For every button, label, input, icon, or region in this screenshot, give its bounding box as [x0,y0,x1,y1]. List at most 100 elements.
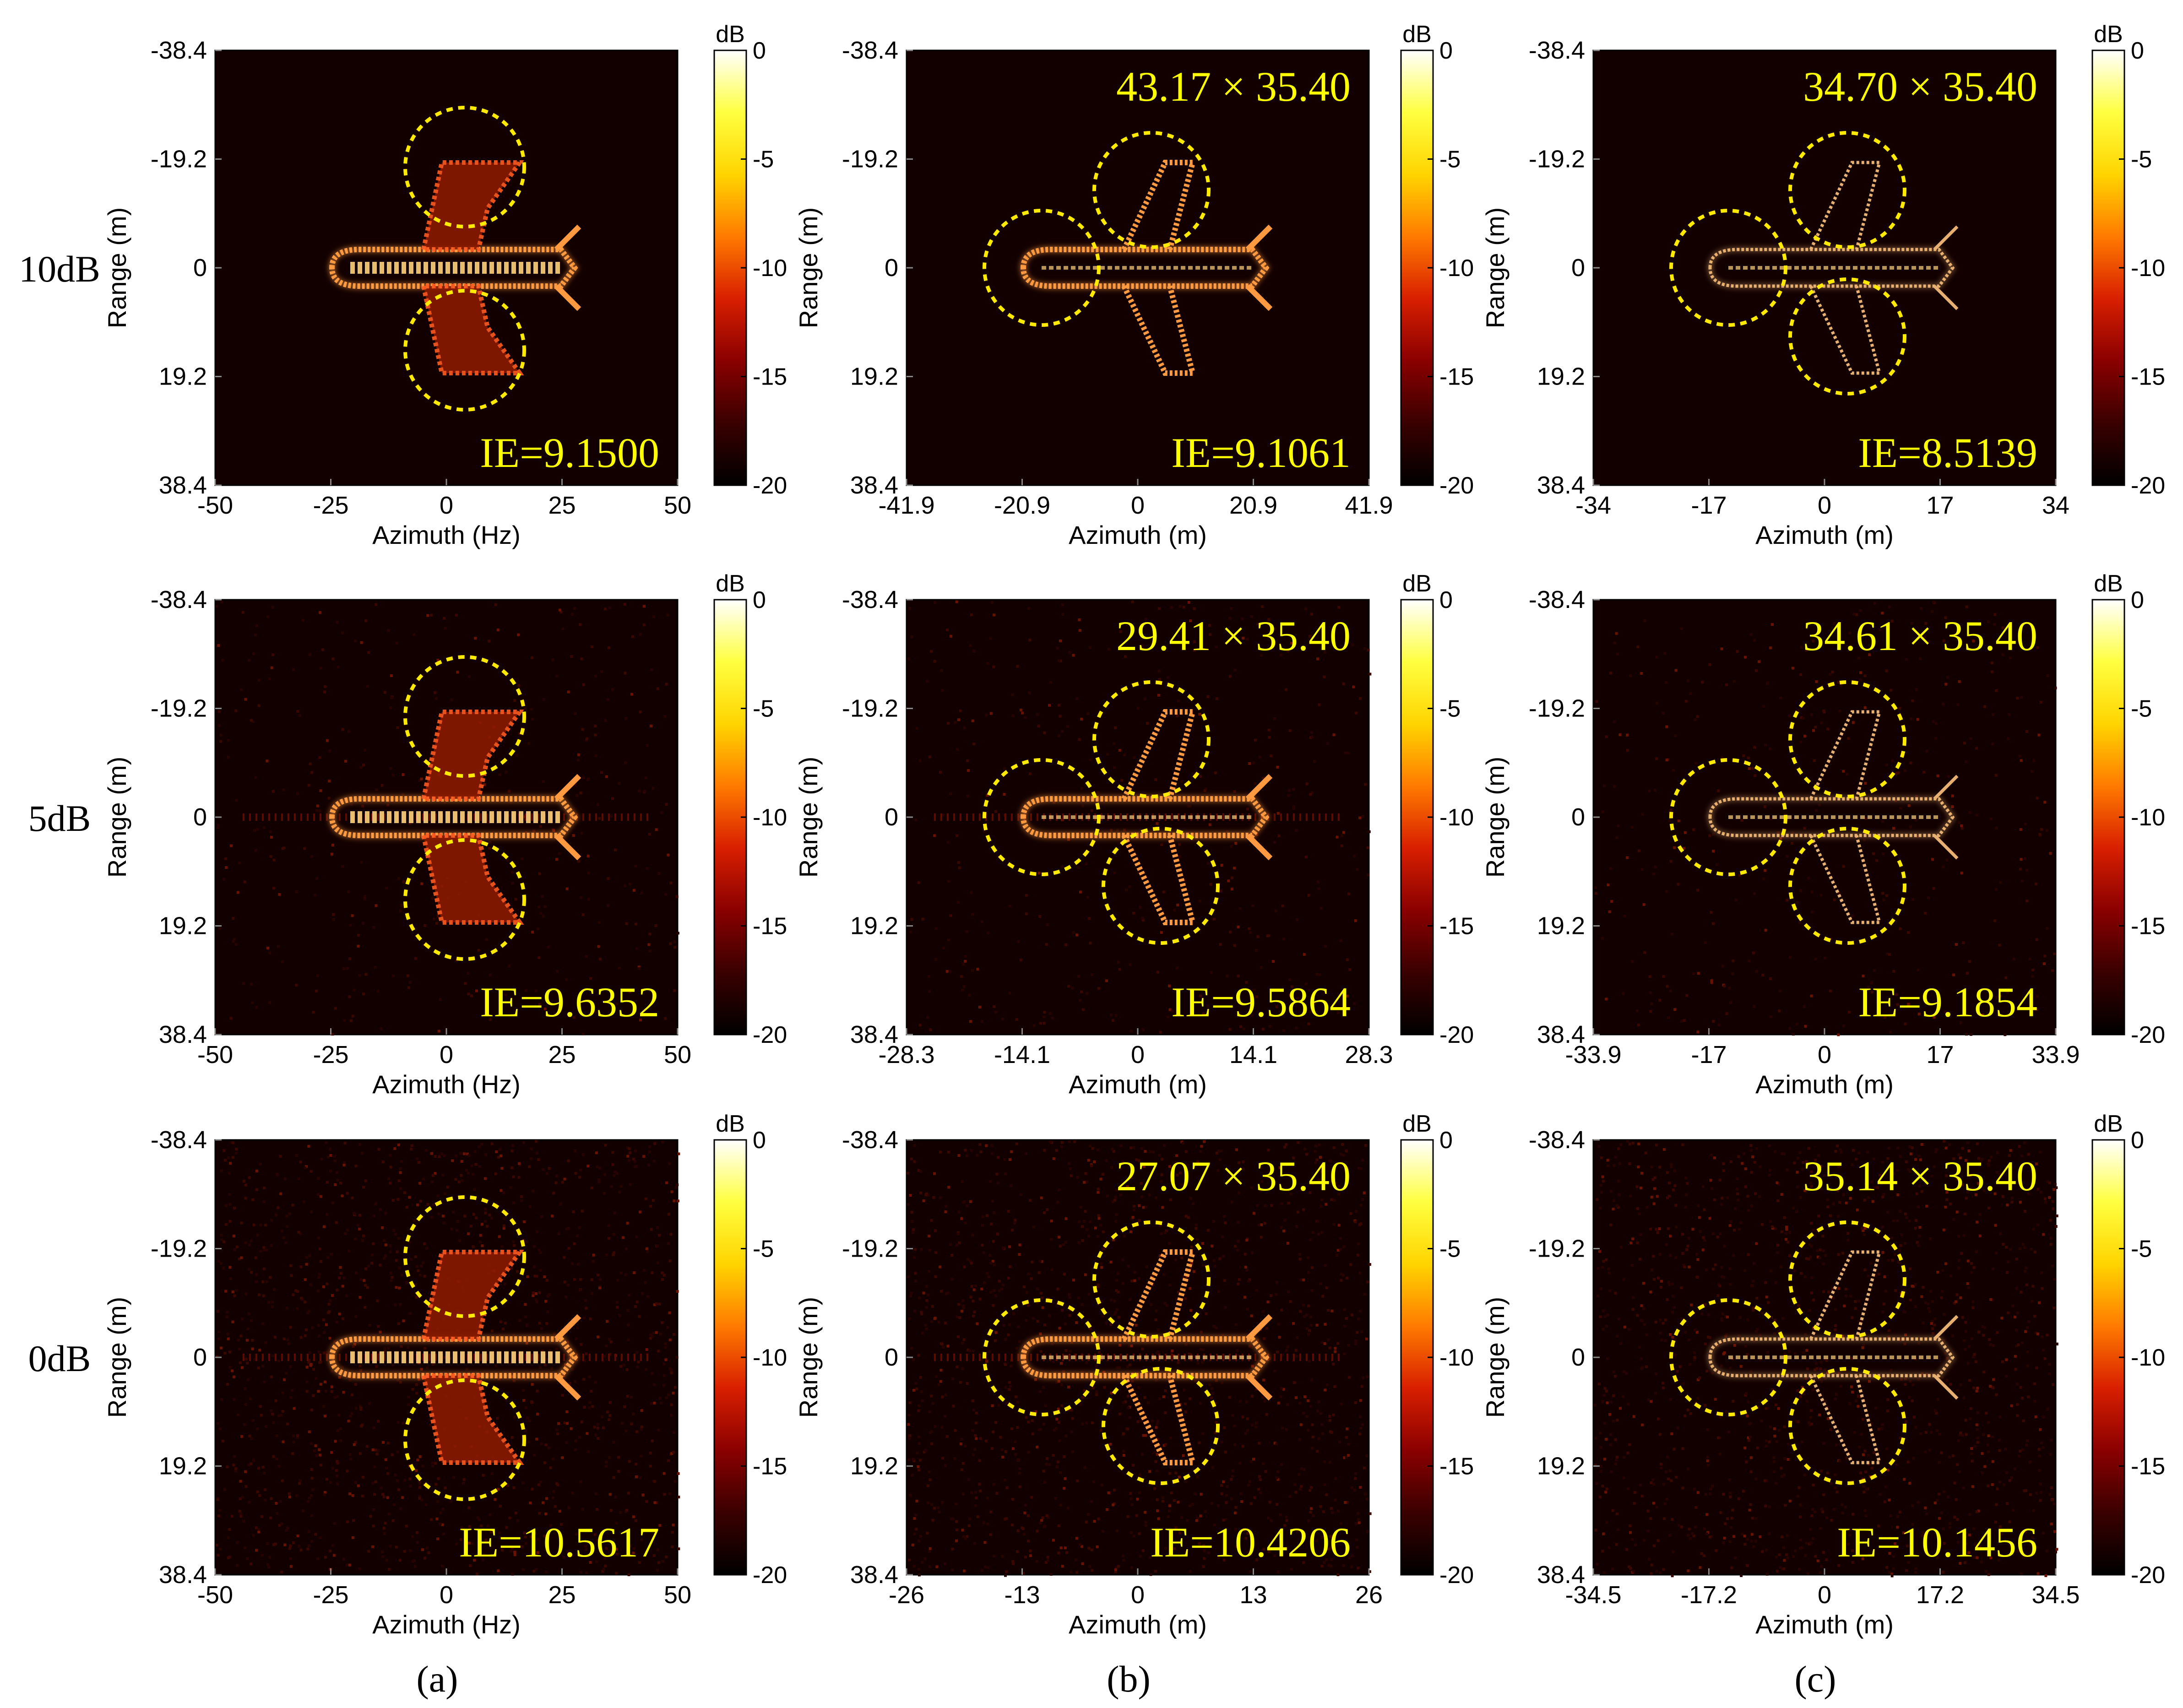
azimuth-tick-label: 17 [1926,492,1954,519]
azimuth-axis-label: Azimuth (m) [1755,1610,1894,1639]
range-tick-label: -19.2 [151,1235,207,1263]
azimuth-tick-label: -33.9 [1565,1041,1621,1068]
colorbar-tick-label: -20 [753,1562,787,1589]
azimuth-tick-label: 33.9 [2031,1041,2080,1068]
marker-circle [1669,758,1787,876]
plane-wing-lower [1809,1375,1882,1464]
azimuth-tick-label: -25 [313,1041,348,1068]
colorbar-tick-label: -10 [2131,804,2165,831]
plane-tail [554,224,581,311]
plane-tail [554,1314,581,1401]
panel-3-2: IE=10.4206 27.07 × 35.40 -38.4 -19.2 0 19.2 38… [794,1111,1474,1639]
azimuth-tick-label: 25 [548,1041,576,1068]
colorbar-tick-label: -5 [1439,146,1461,173]
marker-circle [403,1195,526,1318]
colorbar-unit: dB [1402,21,1432,48]
panel-3-3: IE=10.1456 35.14 × 35.40 -38.4 -19.2 0 19.2 38… [1481,1111,2165,1639]
colorbar-tick-label: -10 [2131,255,2165,282]
colorbar-tick-label: 0 [753,1127,766,1154]
range-tick-label: 38.4 [159,1561,207,1589]
plane-wing-lower [420,284,524,375]
airplane-target [1708,161,1959,375]
size-annotation: 35.14 × 35.40 [1803,1153,2037,1199]
azimuth-tick-label: -34 [1575,492,1611,519]
ie-annotation: IE=10.1456 [1837,1519,2037,1566]
range-tick-label: -19.2 [842,146,898,173]
plane-fuselage [1020,796,1270,838]
azimuth-tick-label: 20.9 [1229,492,1277,519]
airplane-target [329,160,581,375]
colorbar: dB 0 -5 -10 -15 -20 [713,1111,787,1589]
colorbar-unit: dB [1402,570,1432,597]
azimuth-axis-label: Azimuth (m) [1069,1610,1207,1639]
azimuth-tick-label: 0 [1818,492,1831,519]
azimuth-tick-label: 0 [440,1041,453,1068]
colorbar-tick-label: 0 [2131,587,2144,613]
plane-wing-upper [1809,1250,1882,1340]
airplane-target [329,710,581,925]
airplane-target [1020,160,1273,376]
azimuth-axis-label: Azimuth (m) [1755,521,1894,549]
ie-annotation: IE=9.6352 [480,979,659,1025]
range-tick-label: 19.2 [159,912,207,940]
azimuth-axis-label: Azimuth (m) [1755,1070,1894,1099]
colorbar: dB 0 -5 -10 -15 -20 [713,21,787,499]
azimuth-tick-label: 25 [548,1581,576,1609]
plane-fuselage [1020,247,1270,289]
colorbar: dB 0 -5 -10 -15 -20 [2091,1111,2165,1589]
plane-wing-upper [1121,709,1196,800]
azimuth-tick-label: 41.9 [1345,492,1393,519]
range-tick-label: 19.2 [850,912,898,940]
colorbar-unit: dB [716,1111,745,1137]
airplane-target [329,1250,581,1465]
marker-circle [1788,1220,1906,1339]
range-tick-label: -38.4 [842,586,898,613]
plane-tail [1245,774,1273,861]
azimuth-tick-label: 0 [1818,1041,1831,1068]
plane-wing-lower [1121,834,1196,925]
azimuth-tick-label: 0 [1818,1581,1831,1609]
plane-wing-upper [1809,710,1882,800]
colorbar-tick-label: -5 [2131,1236,2152,1263]
range-tick-label: -19.2 [1529,1235,1585,1263]
noise-speckle [1593,1140,2058,1578]
panel-1-2: IE=9.1061 43.17 × 35.40 -38.4 -19.2 0 19.2 38.… [794,21,1474,549]
colorbar-tick-label: 0 [1439,38,1453,64]
colorbar: dB 0 -5 -10 -15 -20 [2091,21,2165,499]
size-annotation: 27.07 × 35.40 [1116,1153,1351,1199]
marker-circle [403,106,526,228]
plane-fuselage [1708,797,1955,837]
colorbar-tick-label: -15 [1439,913,1474,940]
marker-circle [983,209,1101,327]
colorbar-tick-label: -15 [2131,364,2165,390]
range-tick-label: 19.2 [1537,912,1585,940]
plane-fuselage [329,247,578,289]
azimuth-tick-label: 25 [548,492,576,519]
azimuth-tick-label: 28.3 [1345,1041,1393,1068]
plane-fuselage [329,1336,578,1378]
ie-annotation: IE=9.5864 [1171,979,1351,1025]
range-tick-label: 19.2 [1537,363,1585,390]
plane-wing-lower [420,1373,524,1465]
range-tick-label: -19.2 [1529,146,1585,173]
size-annotation: 34.61 × 35.40 [1803,613,2037,659]
colorbar-tick-label: -20 [1439,472,1474,499]
marker-circle [1092,131,1211,249]
plane-fuselage [1020,1336,1270,1378]
range-tick-label: -19.2 [151,695,207,722]
colorbar-tick-label: 0 [2131,38,2144,64]
plane-tail [1245,1314,1273,1401]
colorbar-tick-label: -15 [2131,913,2165,940]
colorbar-tick-label: 0 [753,587,766,613]
plane-wing-lower [1809,285,1882,375]
marker-circle [1669,1298,1787,1416]
airplane-target [1020,1249,1273,1465]
plane-wing-upper [420,710,524,801]
colorbar-tick-label: -5 [2131,696,2152,722]
colorbar-tick-label: -5 [1439,1236,1461,1263]
azimuth-tick-label: 50 [664,1581,691,1609]
colorbar-tick-label: -10 [1439,1345,1474,1371]
range-tick-label: -38.4 [842,37,898,64]
range-tick-label: 0 [885,803,898,831]
